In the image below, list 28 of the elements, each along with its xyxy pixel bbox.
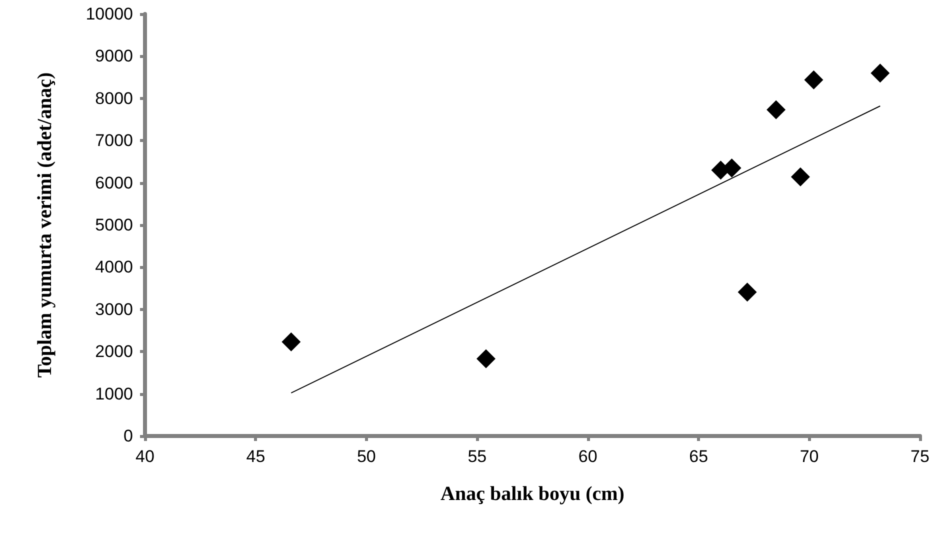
y-tick-label: 5000 <box>95 216 133 234</box>
x-tick-label: 50 <box>356 447 376 466</box>
point <box>282 332 301 352</box>
y-tick-label: 8000 <box>95 88 133 108</box>
y-tick-label: 10000 <box>86 4 133 24</box>
y-tick-label: 2000 <box>95 342 133 362</box>
y-tick-label: 7000 <box>95 131 133 150</box>
point <box>476 349 496 368</box>
y-tick-label: 9000 <box>95 46 133 66</box>
y-axis-title: Toplam yumurta verimi (adet/anaç) <box>34 72 56 378</box>
x-tick-label: 70 <box>800 447 819 466</box>
x-tick-label: 60 <box>578 447 598 466</box>
point <box>804 70 824 90</box>
y-tick-label: 3000 <box>95 300 133 319</box>
x-axis-title: Anaç balık boyu (cm) <box>440 483 624 505</box>
y-tick-label: 1000 <box>95 384 133 404</box>
y-tick-label: 6000 <box>95 173 133 192</box>
point <box>738 282 757 302</box>
y-tick-label: 0 <box>124 426 133 446</box>
point <box>870 64 890 83</box>
point <box>790 167 810 186</box>
x-tick-label: 65 <box>689 447 708 466</box>
y-tick-label: 4000 <box>95 258 133 277</box>
x-tick-label: 55 <box>468 447 487 466</box>
x-tick-label: 45 <box>246 447 266 466</box>
x-tick-label: 40 <box>136 447 154 466</box>
x-tick-label: 75 <box>910 447 930 466</box>
point <box>766 100 786 120</box>
